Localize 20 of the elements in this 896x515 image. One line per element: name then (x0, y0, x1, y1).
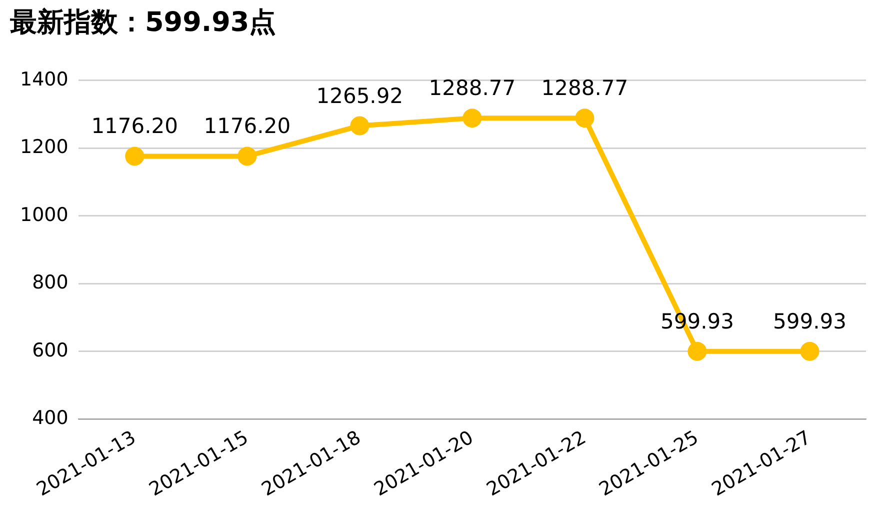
point (125, 146, 144, 166)
y-tick-label: 1400 (20, 68, 68, 90)
point (238, 146, 257, 166)
point (688, 342, 707, 361)
y-tick-label: 600 (32, 339, 68, 362)
data-label: 1288.77 (428, 76, 516, 100)
chart-title: 最新指数：599.93点 (9, 7, 276, 38)
data-label: 1176.20 (91, 114, 178, 138)
data-label: 1288.77 (541, 76, 628, 100)
data-label: 599.93 (772, 309, 846, 334)
y-tick-label: 400 (32, 406, 68, 429)
y-tick-label: 1000 (20, 204, 68, 226)
point (575, 108, 594, 128)
point (800, 342, 820, 361)
data-label: 1176.20 (204, 114, 291, 138)
data-label: 1265.92 (316, 84, 404, 108)
y-tick-label: 800 (32, 272, 68, 294)
point (350, 116, 370, 136)
y-tick-label: 1200 (20, 136, 68, 158)
point (462, 108, 482, 128)
